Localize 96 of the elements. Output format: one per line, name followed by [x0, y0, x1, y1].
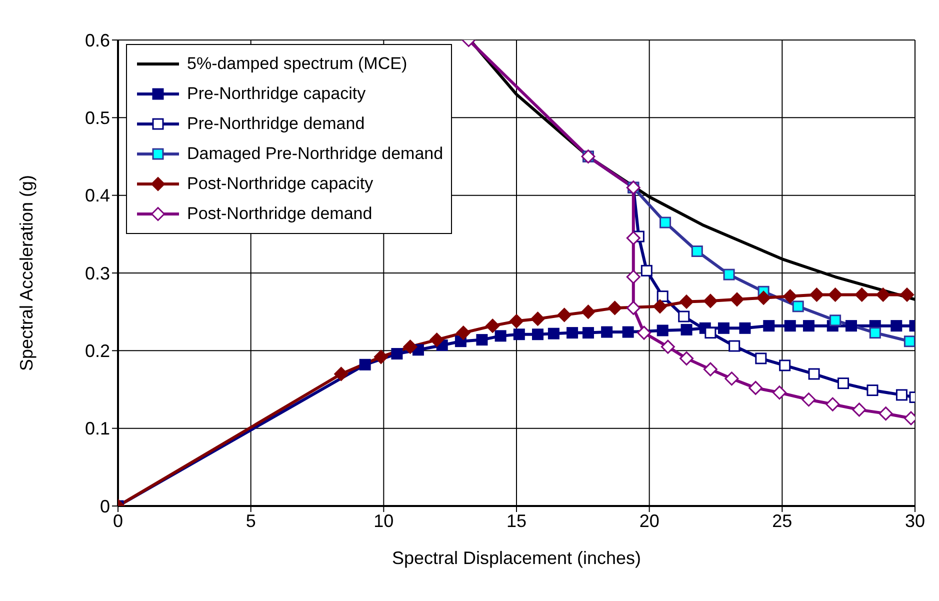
point: [779, 360, 791, 372]
point: [530, 312, 545, 326]
point: [900, 288, 914, 302]
legend-label: Pre-Northridge capacity: [187, 84, 366, 104]
point: [703, 362, 718, 376]
point: [756, 290, 771, 305]
point: [640, 264, 652, 276]
point: [869, 327, 881, 339]
point: [830, 314, 842, 326]
point: [703, 294, 718, 308]
point: [878, 406, 893, 421]
point: [430, 332, 444, 347]
point: [802, 320, 814, 332]
y-tick-label: 0.1: [84, 418, 110, 439]
y-tick-label: 0.5: [84, 108, 110, 128]
point: [652, 299, 667, 314]
point: [828, 288, 842, 302]
x-tick-label: 15: [506, 510, 527, 531]
point: [854, 288, 869, 302]
y-axis-title: Spectral Acceleration (g): [16, 174, 36, 372]
point: [566, 327, 578, 339]
point: [896, 389, 908, 401]
point: [704, 327, 716, 339]
point: [660, 340, 675, 354]
point: [359, 358, 371, 370]
point: [890, 320, 902, 332]
point: [730, 292, 744, 306]
point: [808, 368, 820, 380]
point: [772, 386, 787, 400]
point: [557, 308, 572, 322]
x-tick-label: 0: [112, 510, 124, 531]
point: [403, 340, 418, 354]
point: [838, 378, 850, 390]
point: [486, 318, 500, 333]
legend-label: Post-Northridge capacity: [187, 174, 374, 194]
x-axis-title: Spectral Displacement (inches): [392, 548, 642, 568]
point: [494, 330, 506, 342]
point: [660, 216, 672, 228]
point: [581, 304, 596, 319]
x-tick-label: 5: [246, 510, 256, 531]
point: [582, 327, 594, 339]
y-tick-label: 0.4: [84, 186, 110, 206]
point: [852, 402, 866, 417]
x-tick-label: 25: [772, 510, 792, 531]
point: [810, 288, 824, 302]
point: [755, 352, 767, 364]
point: [626, 270, 640, 284]
point: [784, 320, 796, 332]
legend-label: 5%-damped spectrum (MCE): [187, 54, 408, 74]
point: [739, 322, 751, 334]
point: [476, 334, 488, 346]
point: [802, 392, 816, 407]
point: [691, 246, 703, 258]
y-tick-label: 0: [100, 496, 110, 516]
point: [680, 294, 694, 309]
point: [513, 328, 525, 340]
legend-label: Damaged Pre-Northridge demand: [187, 144, 444, 164]
point: [680, 324, 692, 336]
point: [678, 310, 690, 322]
point: [792, 300, 804, 312]
y-tick-label: 0.6: [84, 30, 110, 50]
point: [532, 328, 544, 340]
point: [656, 290, 668, 302]
point: [724, 372, 739, 386]
x-tick-label: 20: [639, 510, 660, 531]
point: [626, 231, 640, 246]
x-tick-label: 30: [904, 510, 926, 531]
point: [718, 322, 730, 334]
point: [904, 336, 915, 348]
point: [548, 328, 560, 340]
point: [876, 288, 890, 302]
legend-label: Post-Northridge demand: [187, 204, 372, 224]
y-tick-label: 0.3: [84, 263, 110, 284]
x-tick-label: 10: [374, 510, 394, 531]
point: [637, 326, 652, 340]
point: [826, 397, 840, 412]
y-tick-label: 0.2: [84, 341, 110, 362]
point: [374, 350, 388, 364]
point: [608, 300, 622, 315]
point: [763, 320, 775, 332]
point: [845, 320, 857, 332]
point: [723, 268, 735, 280]
point: [783, 289, 798, 304]
point: [601, 326, 613, 338]
point: [680, 351, 694, 366]
point: [626, 300, 640, 315]
point: [656, 324, 668, 336]
point: [510, 314, 524, 328]
legend-label: Pre-Northridge demand: [187, 114, 365, 134]
point: [866, 384, 878, 396]
point: [334, 366, 348, 381]
point: [391, 348, 403, 360]
point: [622, 326, 634, 338]
point: [456, 326, 470, 340]
point: [728, 340, 740, 352]
point: [748, 380, 763, 395]
